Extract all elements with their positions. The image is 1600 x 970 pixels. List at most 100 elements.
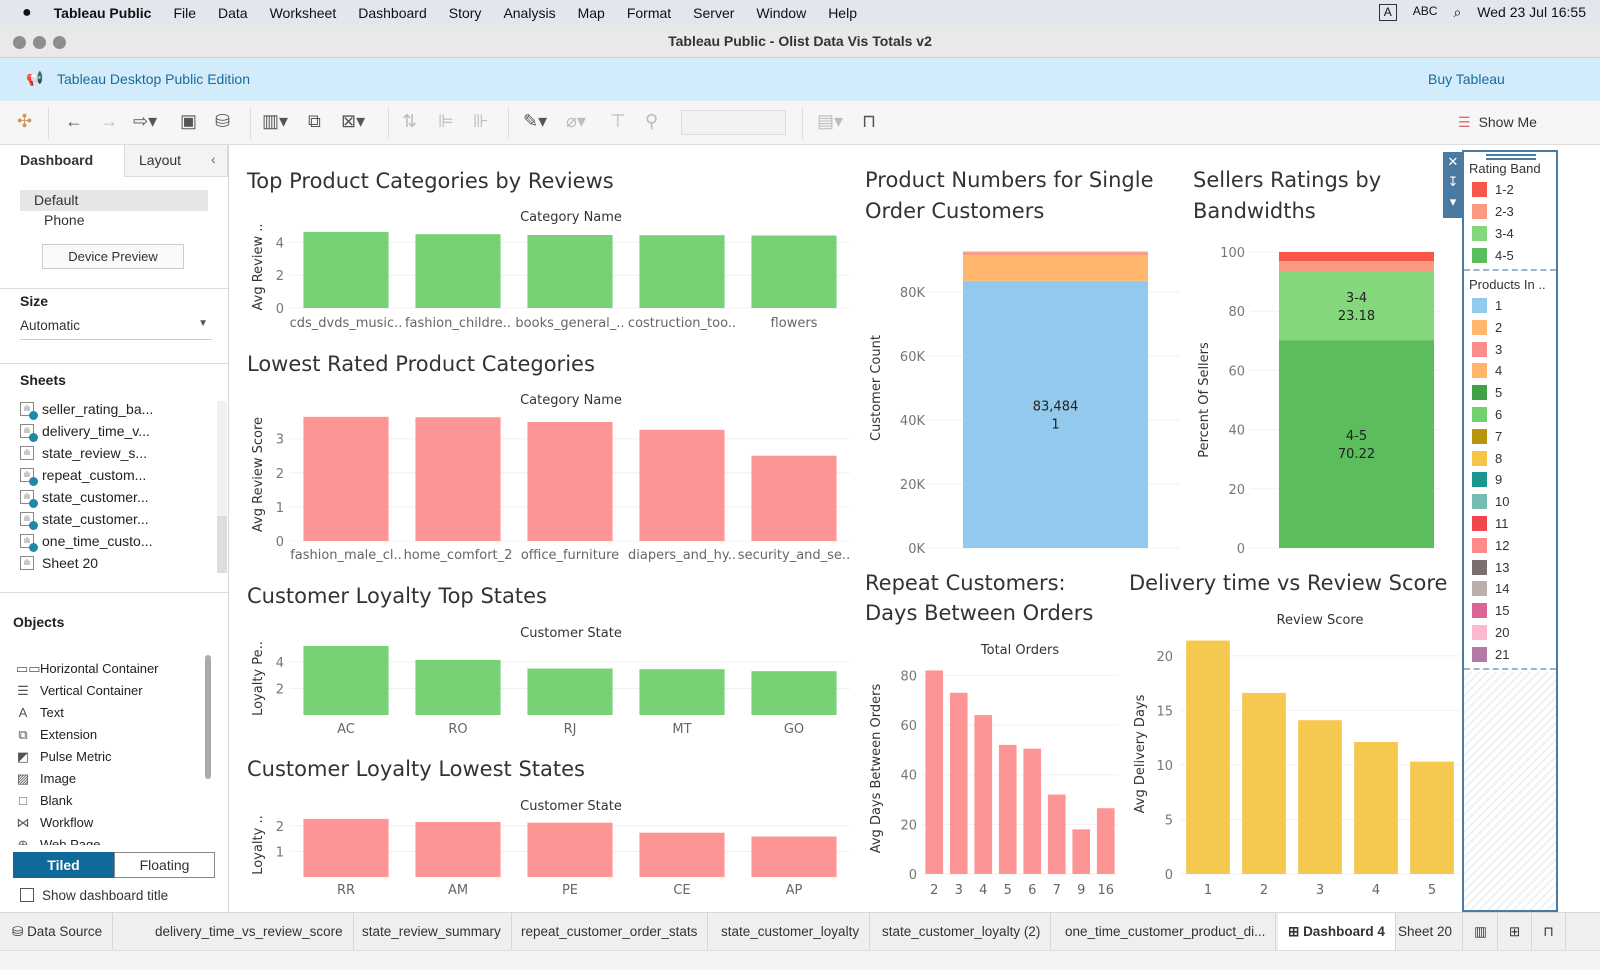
close-icon[interactable]: ✕ [1447, 154, 1459, 169]
menu-item-file[interactable]: File [173, 4, 196, 21]
bar[interactable] [527, 822, 613, 877]
bar[interactable] [527, 421, 613, 541]
bar[interactable] [751, 455, 837, 541]
legend-item[interactable]: 11 [1472, 516, 1509, 531]
annotate-icon[interactable]: ⌀▾ [566, 111, 586, 131]
tab-layout[interactable]: Layout [124, 145, 228, 177]
sheet-tab[interactable]: repeat_customer_order_stats [511, 913, 709, 950]
bar[interactable] [998, 744, 1017, 874]
menu-item-story[interactable]: Story [448, 4, 482, 21]
legend-item[interactable]: 4-5 [1472, 248, 1514, 263]
pin-icon[interactable]: ↧ [1447, 174, 1459, 189]
back-icon[interactable]: ← [65, 111, 83, 131]
forward-icon[interactable]: → [100, 111, 118, 131]
menu-item-data[interactable]: Data [218, 4, 248, 21]
redo-icon[interactable]: ⇨▾ [133, 111, 158, 131]
input-source-icon[interactable]: A [1378, 4, 1397, 21]
sheet-tab[interactable]: state_review_summary [352, 913, 512, 950]
stack-segment-1-2[interactable] [1279, 252, 1434, 262]
sheet-item[interactable]: ılı state_customer... [20, 489, 149, 508]
legend-item[interactable]: 2 [1472, 319, 1502, 335]
highlight-icon[interactable]: ✎▾ [523, 111, 548, 131]
sheet-item[interactable]: ılı one_time_custo... [20, 533, 153, 552]
bar[interactable] [1242, 692, 1286, 874]
legend-item[interactable]: 5 [1472, 385, 1502, 401]
bar[interactable] [415, 234, 501, 308]
sheet-item[interactable]: ılı state_customer... [20, 511, 149, 530]
presentation-icon[interactable]: ⊓ [862, 111, 877, 131]
duplicate-sheet-icon[interactable]: ⧉ [308, 111, 321, 131]
zoom-window-button[interactable] [53, 36, 66, 49]
menu-item-format[interactable]: Format [626, 4, 672, 21]
show-cards-icon[interactable]: ▤▾ [817, 111, 844, 131]
sheet-tab[interactable]: state_customer_loyalty (2) [872, 913, 1052, 950]
bar[interactable] [974, 715, 993, 874]
tiled-toggle[interactable]: Tiled [13, 852, 114, 878]
more-options-icon[interactable]: ▾ [1449, 194, 1457, 209]
apple-icon[interactable]: ● [22, 3, 32, 21]
sheet-tab[interactable]: delivery_time_vs_review_score [145, 913, 354, 950]
bar[interactable] [1096, 808, 1115, 874]
bar[interactable] [639, 429, 725, 541]
legend-item[interactable]: 13 [1472, 559, 1509, 575]
bar[interactable] [527, 668, 613, 715]
stack-segment-3[interactable] [963, 252, 1148, 255]
show-title-option[interactable]: Show dashboard title [20, 888, 168, 903]
bar[interactable] [639, 832, 725, 877]
floating-toggle[interactable]: Floating [114, 852, 215, 878]
sheet-item[interactable]: ılı repeat_custom... [20, 467, 146, 486]
legend-item[interactable]: 2-3 [1472, 204, 1514, 219]
legend-item[interactable]: 8 [1472, 450, 1502, 466]
show-title-checkbox[interactable] [20, 888, 34, 902]
object-item[interactable]: ☰ Vertical Container [16, 683, 142, 699]
tab-dashboard[interactable]: Dashboard [20, 152, 94, 168]
bar[interactable] [751, 235, 837, 308]
legend-item[interactable]: 4 [1472, 363, 1502, 379]
bar[interactable] [1298, 720, 1342, 874]
menu-item-map[interactable]: Map [577, 4, 605, 21]
legend-item[interactable]: 7 [1472, 428, 1502, 444]
sheet-tab[interactable]: one_time_customer_product_di... [1055, 913, 1277, 950]
show-me-button[interactable]: ☰ Show Me [1458, 114, 1537, 131]
legend-item[interactable]: 12 [1472, 537, 1509, 553]
sheet-tab[interactable]: state_customer_loyalty [711, 913, 871, 950]
new-dashboard-tab-icon[interactable]: ⊞ [1498, 913, 1532, 950]
bar[interactable] [527, 235, 613, 308]
sheet-tab[interactable]: Sheet 20 [1388, 913, 1464, 950]
legend-item[interactable]: 21 [1472, 646, 1509, 662]
sheet-item[interactable]: ılı seller_rating_ba... [20, 401, 153, 420]
objects-scrollbar[interactable] [205, 655, 211, 779]
legend-item[interactable]: 3 [1472, 341, 1502, 357]
legend-item[interactable]: 20 [1472, 625, 1509, 640]
device-phone[interactable]: Phone [44, 212, 85, 228]
menu-item-server[interactable]: Server [693, 4, 735, 21]
legend-item[interactable]: 14 [1472, 581, 1509, 597]
stack-segment-4-5[interactable] [1279, 340, 1434, 548]
object-item[interactable]: ⋈ Workflow [16, 815, 94, 831]
bar[interactable] [303, 231, 389, 308]
bar[interactable] [1186, 640, 1230, 874]
legend-item[interactable]: 15 [1472, 603, 1509, 619]
sheet-item[interactable]: ılı delivery_time_v... [20, 423, 150, 442]
buy-tableau-link[interactable]: Buy Tableau [1428, 71, 1505, 87]
close-window-button[interactable] [13, 36, 26, 49]
size-dropdown[interactable]: Automatic ▼ [20, 318, 212, 340]
menu-item-help[interactable]: Help [828, 4, 857, 21]
bar[interactable] [1072, 829, 1091, 874]
bar[interactable] [639, 235, 725, 308]
pin-icon[interactable]: ⚲ [645, 111, 659, 131]
object-item[interactable]: A Text [16, 705, 64, 720]
save-icon[interactable]: ▣ [180, 111, 198, 131]
object-item[interactable]: ⊕ Web Page [16, 837, 101, 845]
bar[interactable] [303, 645, 389, 715]
bar[interactable] [1410, 761, 1454, 874]
minimize-window-button[interactable] [33, 36, 46, 49]
search-icon[interactable]: ⌕ [1453, 4, 1462, 20]
device-default[interactable]: Default [20, 190, 208, 211]
tableau-logo-icon[interactable]: ✣ [17, 111, 33, 131]
sheet-item[interactable]: ılı state_review_s... [20, 445, 147, 461]
swap-icon[interactable]: ⇅ [402, 111, 418, 131]
object-item[interactable]: ▭▭ Horizontal Container [16, 661, 159, 677]
bar[interactable] [415, 821, 501, 877]
menu-item-analysis[interactable]: Analysis [503, 4, 556, 21]
